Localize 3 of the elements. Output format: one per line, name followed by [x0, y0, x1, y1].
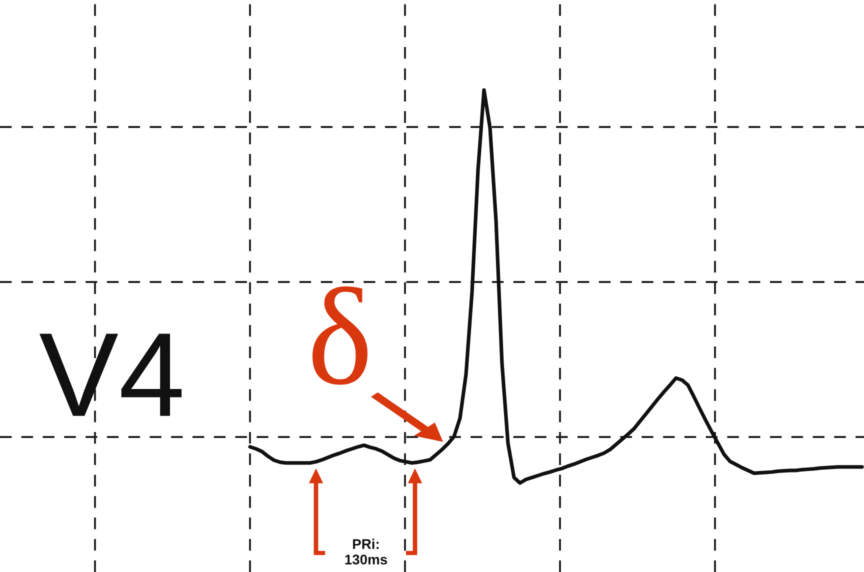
text: PRi: 130ms: [345, 538, 388, 564]
text: V4: [39, 334, 182, 416]
annotation: δ: [312, 286, 368, 385]
